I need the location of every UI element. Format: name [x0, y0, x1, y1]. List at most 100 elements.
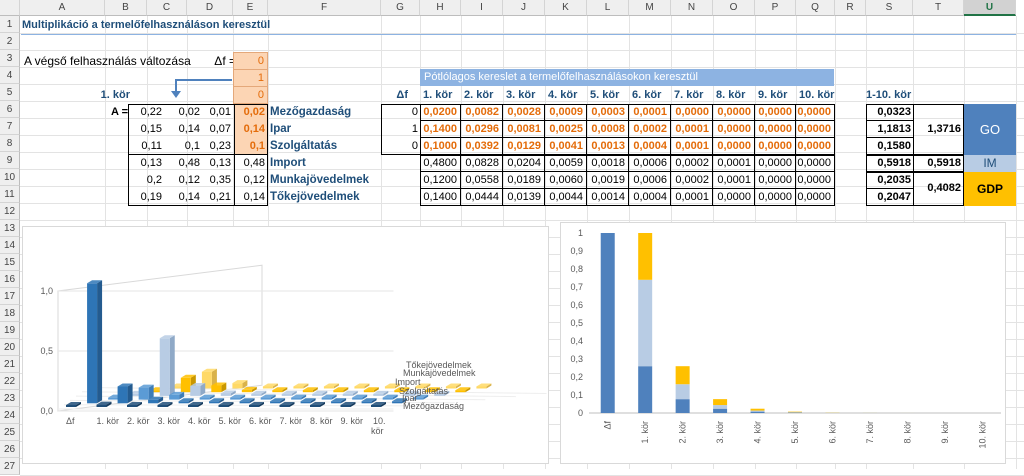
bar-Szolgáltatás — [322, 398, 332, 400]
col-header-A[interactable]: A — [20, 0, 105, 16]
row-header-2[interactable]: 2 — [0, 33, 20, 50]
round-value: 0,0000 — [713, 121, 755, 138]
col-header-N[interactable]: N — [671, 0, 713, 16]
round-value: 0,0019 — [587, 172, 629, 189]
select-all-corner[interactable] — [0, 0, 20, 16]
row-header-8[interactable]: 8 — [0, 135, 20, 152]
col-header-K[interactable]: K — [545, 0, 587, 16]
col-header-F[interactable]: F — [268, 0, 381, 16]
row-header-20[interactable]: 20 — [0, 339, 20, 356]
x-tick-label: 4. kör — [188, 416, 211, 426]
row-header-1[interactable]: 1 — [0, 16, 20, 33]
col-header-I[interactable]: I — [461, 0, 503, 16]
matrix-cell: 0,02 — [165, 104, 203, 121]
col-header-P[interactable]: P — [755, 0, 796, 16]
row-header-23[interactable]: 23 — [0, 390, 20, 407]
col-header-T[interactable]: T — [913, 0, 964, 16]
col-header-R[interactable]: R — [835, 0, 866, 16]
row-header-26[interactable]: 26 — [0, 441, 20, 458]
df-value: 0 — [381, 104, 421, 121]
col-header-O[interactable]: O — [713, 0, 755, 16]
banner: Pótlólagos kereslet a termelőfelhasználá… — [420, 69, 834, 86]
legend-gdp: GDP — [964, 172, 1016, 206]
x-tick-label: 3. kör — [158, 416, 181, 426]
col-header-L[interactable]: L — [587, 0, 629, 16]
matrix-cell: 0,14 — [165, 189, 203, 206]
row-header-5[interactable]: 5 — [0, 84, 20, 101]
row-header-11[interactable]: 11 — [0, 186, 20, 203]
round1-label: 1. kör — [90, 87, 130, 104]
row-header-10[interactable]: 10 — [0, 169, 20, 186]
round-value: 0,0001 — [671, 121, 713, 138]
row-header-4[interactable]: 4 — [0, 67, 20, 84]
bar-Import — [221, 393, 231, 395]
col-header-D[interactable]: D — [187, 0, 233, 16]
row-header-25[interactable]: 25 — [0, 424, 20, 441]
row-header-17[interactable]: 17 — [0, 288, 20, 305]
matrix-cell: 0,13 — [128, 155, 165, 172]
row-header-21[interactable]: 21 — [0, 356, 20, 373]
col-header-J[interactable]: J — [503, 0, 545, 16]
round-value: 0,0000 — [755, 155, 796, 172]
cell-border — [234, 104, 268, 206]
col-header-H[interactable]: H — [420, 0, 461, 16]
round-value: 0,0000 — [796, 104, 835, 121]
row-header-9[interactable]: 9 — [0, 152, 20, 169]
row-header-19[interactable]: 19 — [0, 322, 20, 339]
col-header-B[interactable]: B — [105, 0, 147, 16]
row-header-6[interactable]: 6 — [0, 101, 20, 118]
x-tick-label: 1. kör — [640, 421, 650, 444]
bar-GDP — [788, 412, 802, 413]
row-header-27[interactable]: 27 — [0, 458, 20, 475]
row-header-3[interactable]: 3 — [0, 50, 20, 67]
row-label-1: Ipar — [270, 121, 380, 138]
sum-im: 0,5918 — [913, 155, 964, 172]
delta-f-szolg[interactable]: 0 — [233, 86, 268, 104]
row-header-7[interactable]: 7 — [0, 118, 20, 135]
row-header-15[interactable]: 15 — [0, 254, 20, 271]
matrix-cell: 0,19 — [128, 189, 165, 206]
round-value: 0,0001 — [629, 104, 671, 121]
round-header: 10. kör — [799, 87, 838, 104]
col-header-M[interactable]: M — [629, 0, 671, 16]
row-header-13[interactable]: 13 — [0, 220, 20, 237]
x-tick-label: Δf — [66, 416, 75, 426]
delta-f-ipar[interactable]: 1 — [233, 69, 268, 87]
row-header-18[interactable]: 18 — [0, 305, 20, 322]
round-value: 0,0059 — [545, 155, 587, 172]
row-header-22[interactable]: 22 — [0, 373, 20, 390]
round-value: 0,0003 — [587, 104, 629, 121]
matrix-cell: 0,13 — [203, 155, 234, 172]
row-header-14[interactable]: 14 — [0, 237, 20, 254]
bar-Import — [160, 338, 170, 396]
round-value: 0,0392 — [461, 138, 503, 155]
round-value: 0,0081 — [503, 121, 545, 138]
round-value: 0,0296 — [461, 121, 503, 138]
bar-Mezőgazdaság — [97, 405, 107, 407]
bar-Ipar — [209, 401, 219, 403]
x-tick-label: 6. kör — [827, 421, 837, 444]
col-header-Q[interactable]: Q — [796, 0, 835, 16]
col-header-G[interactable]: G — [381, 0, 420, 16]
bar-Tőkejövedelmek — [476, 387, 486, 389]
row-header-24[interactable]: 24 — [0, 407, 20, 424]
round-value: 0,0001 — [713, 155, 755, 172]
matrix-cell: 0,14 — [165, 121, 203, 138]
bar-Ipar — [87, 283, 97, 403]
col-header-E[interactable]: E — [233, 0, 268, 16]
col-header-C[interactable]: C — [147, 0, 187, 16]
delta-f-mezo[interactable]: 0 — [233, 52, 268, 70]
row-header-12[interactable]: 12 — [0, 203, 20, 220]
round-header: 9. kör — [758, 87, 799, 104]
col-header-U[interactable]: U — [964, 0, 1016, 16]
row-header-16[interactable]: 16 — [0, 271, 20, 288]
bar-side-Ipar — [128, 384, 133, 404]
matrix-cell: 0,48 — [165, 155, 203, 172]
round-header: 7. kör — [674, 87, 716, 104]
col-header-S[interactable]: S — [866, 0, 913, 16]
bar-GO — [601, 233, 615, 413]
bar-Szolgáltatás — [383, 398, 393, 400]
round-value: 0,0060 — [545, 172, 587, 189]
